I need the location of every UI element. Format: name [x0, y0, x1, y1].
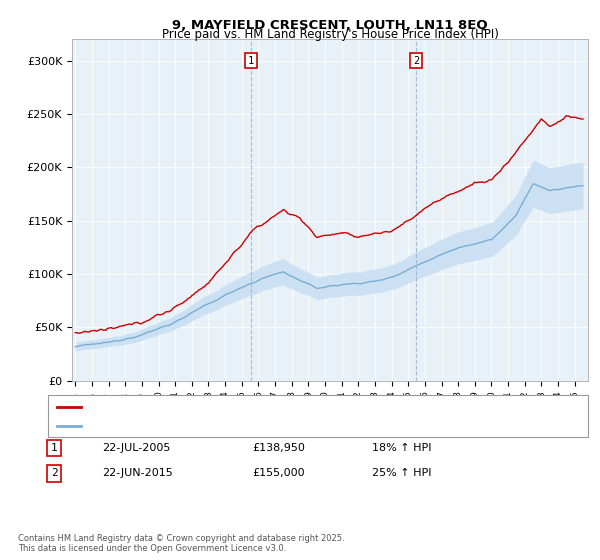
Text: 1: 1: [248, 55, 254, 66]
Text: 18% ↑ HPI: 18% ↑ HPI: [372, 443, 431, 453]
Text: 22-JUN-2015: 22-JUN-2015: [102, 468, 173, 478]
Text: 9, MAYFIELD CRESCENT, LOUTH, LN11 8EQ: 9, MAYFIELD CRESCENT, LOUTH, LN11 8EQ: [172, 18, 488, 32]
Text: 2: 2: [413, 55, 419, 66]
Text: £155,000: £155,000: [252, 468, 305, 478]
Text: 2: 2: [50, 468, 58, 478]
Text: Contains HM Land Registry data © Crown copyright and database right 2025.
This d: Contains HM Land Registry data © Crown c…: [18, 534, 344, 553]
Text: 22-JUL-2005: 22-JUL-2005: [102, 443, 170, 453]
Text: HPI: Average price, semi-detached house, East Lindsey: HPI: Average price, semi-detached house,…: [87, 421, 356, 431]
Text: 1: 1: [50, 443, 58, 453]
Text: 25% ↑ HPI: 25% ↑ HPI: [372, 468, 431, 478]
Text: Price paid vs. HM Land Registry's House Price Index (HPI): Price paid vs. HM Land Registry's House …: [161, 28, 499, 41]
Text: 9, MAYFIELD CRESCENT, LOUTH, LN11 8EQ (semi-detached house): 9, MAYFIELD CRESCENT, LOUTH, LN11 8EQ (s…: [87, 402, 412, 412]
Text: £138,950: £138,950: [252, 443, 305, 453]
